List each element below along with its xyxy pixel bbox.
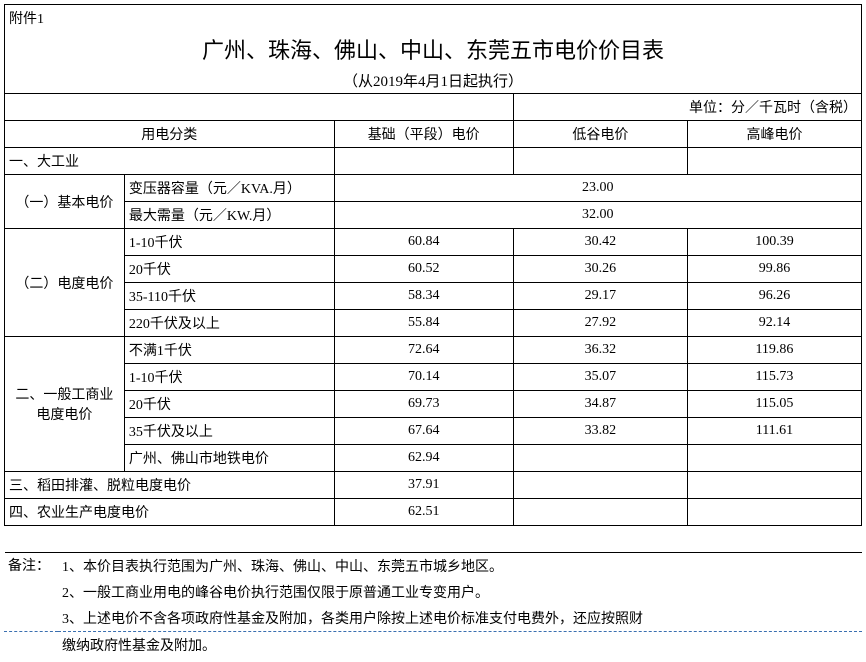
cell-base: 70.14 bbox=[334, 364, 513, 391]
row-value: 23.00 bbox=[334, 175, 861, 202]
row-value: 32.00 bbox=[334, 202, 861, 229]
cell-peak: 96.26 bbox=[687, 283, 861, 310]
unit-row: 单位：分／千瓦时（含税） bbox=[5, 94, 862, 121]
cell-valley: 30.26 bbox=[513, 256, 687, 283]
cell-peak: 115.05 bbox=[687, 391, 861, 418]
row-label: 变压器容量（元／KVA.月） bbox=[124, 175, 334, 202]
note-3a: 3、上述电价不含各项政府性基金及附加，各类用户除按上述电价标准支付电费外，还应按… bbox=[58, 605, 862, 632]
header-block: 附件1 广州、珠海、佛山、中山、东莞五市电价价目表 （从2019年4月1日起执行… bbox=[4, 4, 862, 94]
table-row: 四、农业生产电度电价 62.51 bbox=[5, 499, 862, 526]
note-row: 3、上述电价不含各项政府性基金及附加，各类用户除按上述电价标准支付电费外，还应按… bbox=[4, 605, 862, 632]
table-row: 35-110千伏 58.34 29.17 96.26 bbox=[5, 283, 862, 310]
row-label: 1-10千伏 bbox=[124, 229, 334, 256]
row-label: 20千伏 bbox=[124, 256, 334, 283]
cell-peak: 115.73 bbox=[687, 364, 861, 391]
row-label: 广州、佛山市地铁电价 bbox=[124, 445, 334, 472]
basic-price-label: （一）基本电价 bbox=[5, 175, 125, 229]
attachment-label: 附件1 bbox=[5, 5, 862, 32]
section4-title: 四、农业生产电度电价 bbox=[5, 499, 335, 526]
cell-peak: 100.39 bbox=[687, 229, 861, 256]
cell-valley: 30.42 bbox=[513, 229, 687, 256]
row-label: 1-10千伏 bbox=[124, 364, 334, 391]
hdr-base: 基础（平段）电价 bbox=[334, 121, 513, 148]
cell-peak: 92.14 bbox=[687, 310, 861, 337]
cell-base: 67.64 bbox=[334, 418, 513, 445]
cell-valley: 35.07 bbox=[513, 364, 687, 391]
table-row: 最大需量（元／KW.月） 32.00 bbox=[5, 202, 862, 229]
section2-title: 二、一般工商业电度电价 bbox=[5, 337, 125, 472]
row-label: 不满1千伏 bbox=[124, 337, 334, 364]
table-row: 35千伏及以上 67.64 33.82 111.61 bbox=[5, 418, 862, 445]
table-row: （一）基本电价 变压器容量（元／KVA.月） 23.00 bbox=[5, 175, 862, 202]
table-row: 广州、佛山市地铁电价 62.94 bbox=[5, 445, 862, 472]
table-row: 一、大工业 bbox=[5, 148, 862, 175]
page-subtitle: （从2019年4月1日起执行） bbox=[5, 67, 862, 94]
hdr-peak: 高峰电价 bbox=[687, 121, 861, 148]
note-row: 缴纳政府性基金及附加。 bbox=[4, 632, 862, 659]
note-1: 1、本价目表执行范围为广州、珠海、佛山、中山、东莞五市城乡地区。 bbox=[58, 553, 862, 579]
table-row: 1-10千伏 70.14 35.07 115.73 bbox=[5, 364, 862, 391]
cell-valley: 34.87 bbox=[513, 391, 687, 418]
cell-peak: 119.86 bbox=[687, 337, 861, 364]
cell-valley: 27.92 bbox=[513, 310, 687, 337]
row-label: 20千伏 bbox=[124, 391, 334, 418]
note-row: 2、一般工商业用电的峰谷电价执行范围仅限于原普通工业专变用户。 bbox=[4, 579, 862, 605]
table-row: （二）电度电价 1-10千伏 60.84 30.42 100.39 bbox=[5, 229, 862, 256]
cell-peak: 111.61 bbox=[687, 418, 861, 445]
energy-price-label: （二）电度电价 bbox=[5, 229, 125, 337]
notes-prefix: 备注： bbox=[4, 553, 58, 579]
hdr-category: 用电分类 bbox=[5, 121, 335, 148]
row-label: 最大需量（元／KW.月） bbox=[124, 202, 334, 229]
row-label: 35-110千伏 bbox=[124, 283, 334, 310]
table-row: 220千伏及以上 55.84 27.92 92.14 bbox=[5, 310, 862, 337]
price-table: 单位：分／千瓦时（含税） 用电分类 基础（平段）电价 低谷电价 高峰电价 一、大… bbox=[4, 94, 862, 553]
cell-base: 58.34 bbox=[334, 283, 513, 310]
row-label: 35千伏及以上 bbox=[124, 418, 334, 445]
cell-base: 62.51 bbox=[334, 499, 513, 526]
cell-base: 72.64 bbox=[334, 337, 513, 364]
cell-base: 60.84 bbox=[334, 229, 513, 256]
cell-base: 62.94 bbox=[334, 445, 513, 472]
blank-row bbox=[5, 526, 862, 553]
section1-title: 一、大工业 bbox=[5, 148, 335, 175]
note-row: 备注： 1、本价目表执行范围为广州、珠海、佛山、中山、东莞五市城乡地区。 bbox=[4, 553, 862, 579]
cell-valley: 29.17 bbox=[513, 283, 687, 310]
cell-base: 69.73 bbox=[334, 391, 513, 418]
cell-base: 37.91 bbox=[334, 472, 513, 499]
table-row: 20千伏 69.73 34.87 115.05 bbox=[5, 391, 862, 418]
cell-base: 60.52 bbox=[334, 256, 513, 283]
cell-valley: 36.32 bbox=[513, 337, 687, 364]
notes-block: 备注： 1、本价目表执行范围为广州、珠海、佛山、中山、东莞五市城乡地区。 2、一… bbox=[4, 553, 862, 658]
table-row: 20千伏 60.52 30.26 99.86 bbox=[5, 256, 862, 283]
table-row: 二、一般工商业电度电价 不满1千伏 72.64 36.32 119.86 bbox=[5, 337, 862, 364]
note-2: 2、一般工商业用电的峰谷电价执行范围仅限于原普通工业专变用户。 bbox=[58, 579, 862, 605]
cell-valley: 33.82 bbox=[513, 418, 687, 445]
unit-label: 单位：分／千瓦时（含税） bbox=[513, 94, 861, 121]
table-row: 三、稻田排灌、脱粒电度电价 37.91 bbox=[5, 472, 862, 499]
page-title: 广州、珠海、佛山、中山、东莞五市电价价目表 bbox=[5, 31, 862, 67]
row-label: 220千伏及以上 bbox=[124, 310, 334, 337]
cell-base: 55.84 bbox=[334, 310, 513, 337]
cell-peak: 99.86 bbox=[687, 256, 861, 283]
hdr-valley: 低谷电价 bbox=[513, 121, 687, 148]
note-3b: 缴纳政府性基金及附加。 bbox=[58, 632, 862, 659]
section3-title: 三、稻田排灌、脱粒电度电价 bbox=[5, 472, 335, 499]
